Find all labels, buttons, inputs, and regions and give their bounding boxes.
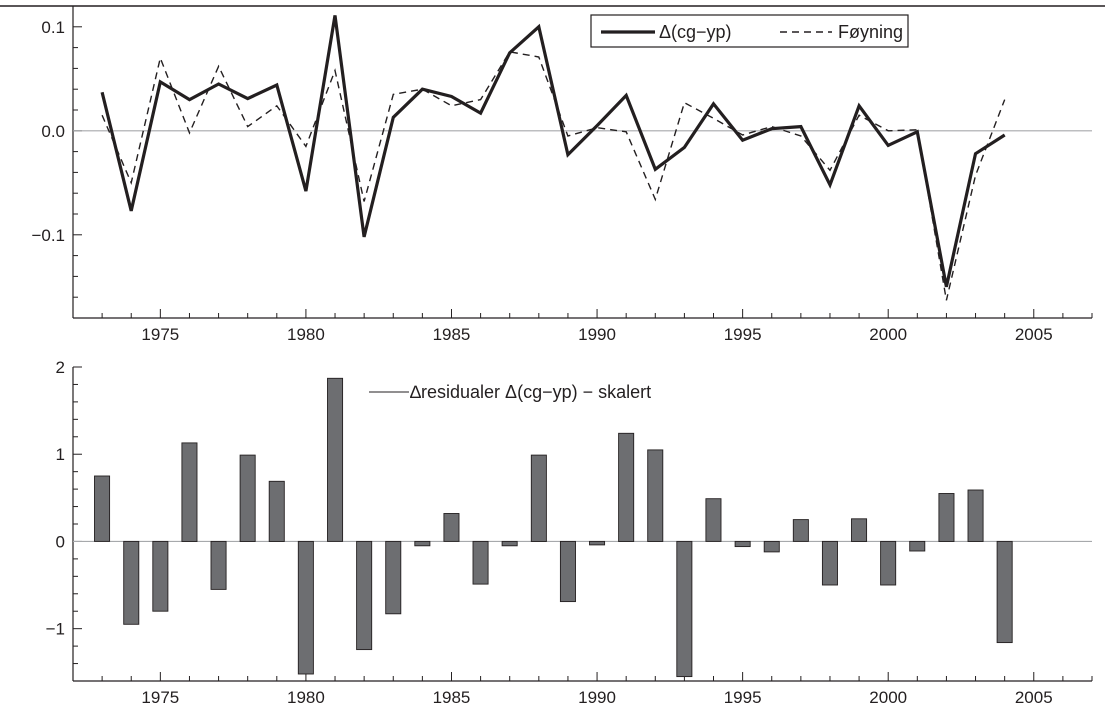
y-tick-label: −0.1 (31, 226, 65, 245)
legend-label-delta-cg-yp: Δ(cg−yp) (659, 22, 732, 42)
x-tick-label: 1975 (141, 325, 179, 344)
bar (705, 498, 722, 542)
bar (938, 493, 955, 542)
legend: Δ(cg−yp) Føyning (590, 14, 909, 48)
bar (792, 519, 809, 542)
bar-chart-panel: 1975 1980 1985 1990 1995 2000 2005 −1 0 1 2 ∆residu… (46, 358, 1093, 707)
bar (123, 540, 140, 625)
x-tick-label: 2000 (869, 325, 907, 344)
bar (996, 540, 1013, 644)
bar (676, 540, 693, 678)
x-tick-label: 1985 (433, 688, 471, 707)
x-tick-label: 2005 (1015, 688, 1053, 707)
x-tick-label: 1980 (287, 325, 325, 344)
x-tick-label: 2000 (869, 688, 907, 707)
bar (356, 540, 373, 651)
bar (385, 540, 402, 615)
y-tick-label: 0.0 (41, 122, 65, 141)
bar (589, 540, 606, 546)
bar (821, 540, 838, 586)
bar (530, 454, 547, 542)
line-chart-panel: 1975 1980 1985 1990 1995 2000 2005 −0.1 0.0 0.1 Δ(… (0, 5, 1105, 344)
bar (472, 540, 489, 585)
bar (414, 540, 431, 547)
bar (909, 540, 926, 552)
bar (501, 540, 518, 547)
y-tick-label: 2 (56, 358, 65, 377)
bar (268, 480, 285, 542)
x-tick-label: 2005 (1015, 325, 1053, 344)
legend-label-foyning: Føyning (838, 22, 903, 42)
bar (94, 475, 111, 542)
bar (181, 442, 198, 542)
x-tick-label: 1985 (433, 325, 471, 344)
bar (734, 540, 751, 548)
bar (559, 540, 576, 603)
x-tick-label: 1990 (578, 688, 616, 707)
legend-label-residualer: ∆residualer Δ(cg−yp) − skalert (410, 382, 651, 402)
x-tick-label: 1990 (578, 325, 616, 344)
x-tick-label: 1975 (141, 688, 179, 707)
y-tick-label: 0 (56, 532, 65, 551)
bar (327, 377, 344, 542)
x-tick-label: 1995 (724, 325, 762, 344)
x-tick-label: 1995 (724, 688, 762, 707)
bar (851, 518, 868, 542)
bar (239, 454, 256, 542)
bar (763, 540, 780, 553)
x-tick-label: 1980 (287, 688, 325, 707)
y-tick-label: 1 (56, 445, 65, 464)
bar (967, 489, 984, 542)
bar (880, 540, 897, 586)
series-line-delta-cg-yp (100, 15, 1006, 288)
bar (152, 540, 169, 612)
bar (297, 540, 314, 675)
bar (618, 432, 635, 542)
bar (443, 513, 460, 542)
bar (647, 449, 664, 542)
bar (210, 540, 227, 590)
y-tick-label: 0.1 (41, 18, 65, 37)
y-tick-label: −1 (46, 620, 65, 639)
